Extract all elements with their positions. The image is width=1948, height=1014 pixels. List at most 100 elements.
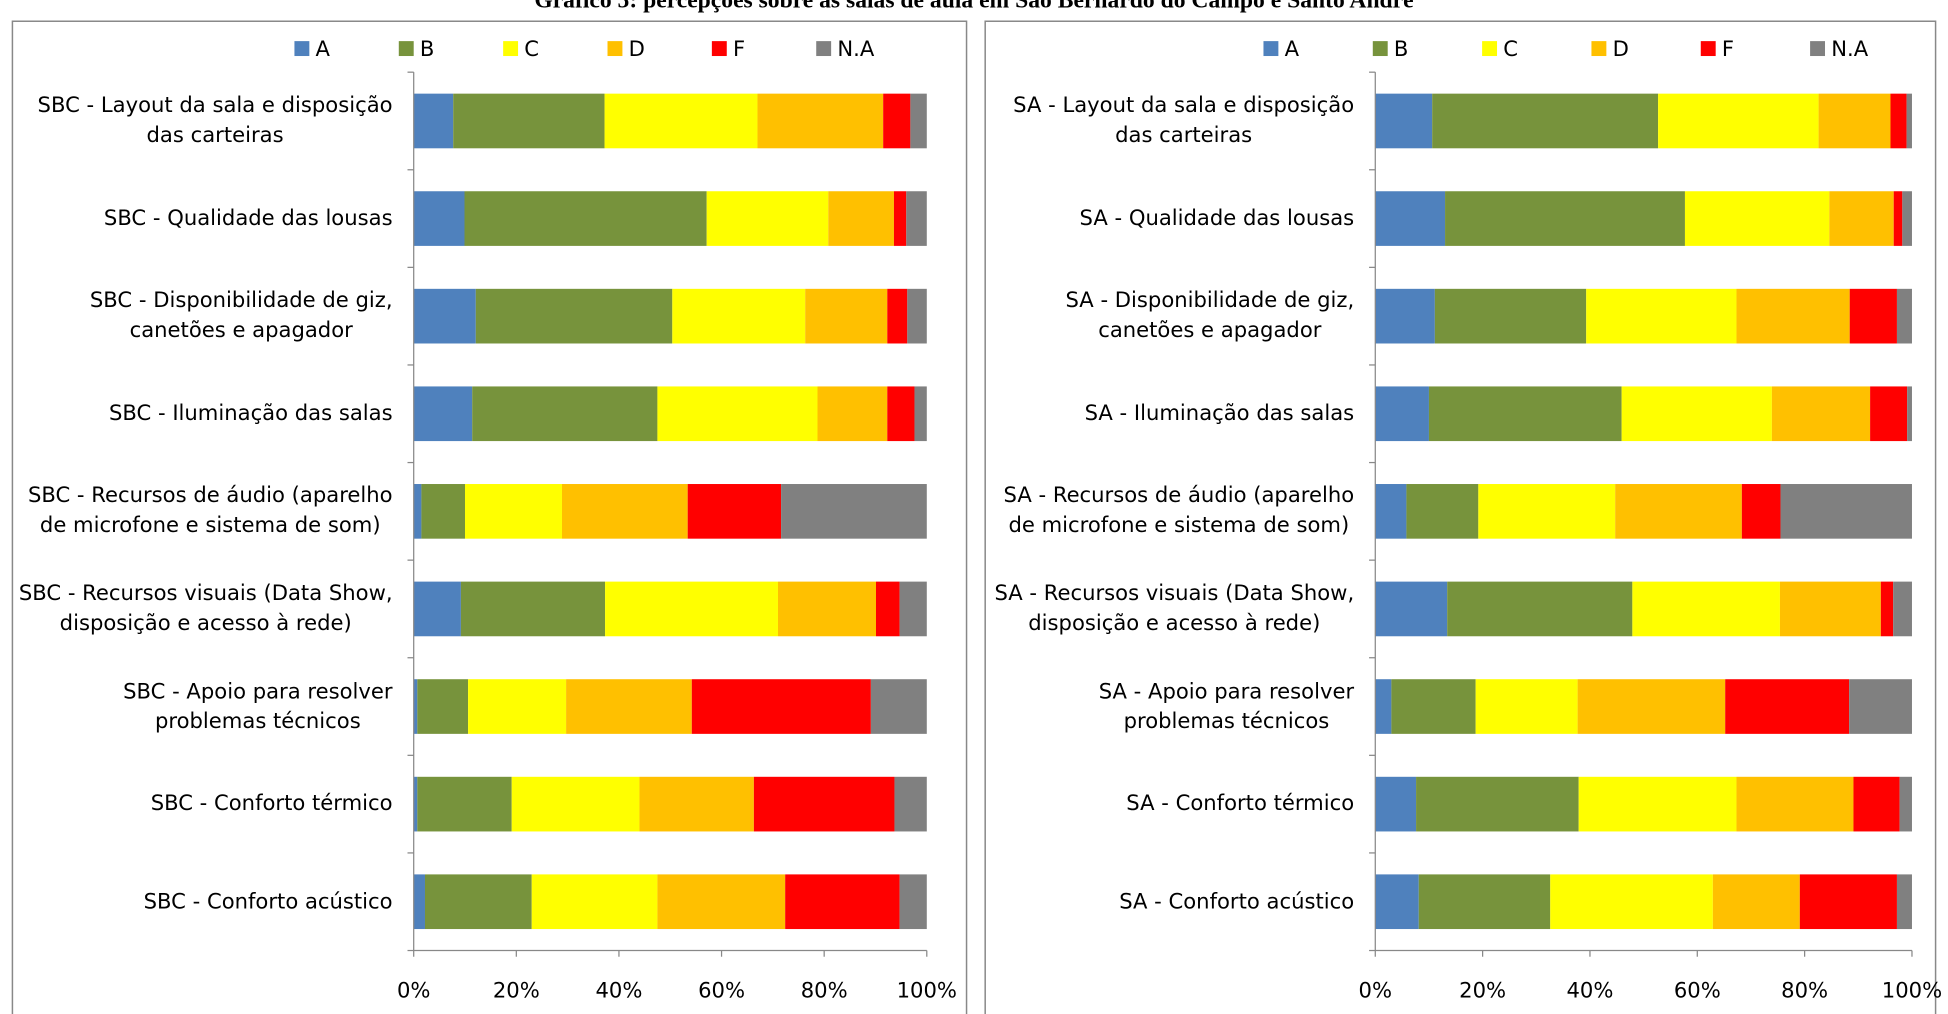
bar-segment: [1375, 386, 1429, 442]
bar-segment: [753, 776, 895, 832]
legend-label: D: [629, 36, 645, 61]
category-label-wrap: SA - Layout da sala e disposição das car…: [988, 72, 1354, 170]
bar-segment: [417, 776, 512, 832]
legend-label: N.A: [1831, 36, 1869, 61]
category-label: SA - Iluminação das salas: [1084, 401, 1355, 427]
category-label-wrap: SBC - Recursos visuais (Data Show, dispo…: [15, 560, 393, 658]
bar-segment: [1725, 679, 1850, 734]
bar-segment: [453, 93, 605, 149]
bar-segment: [1428, 386, 1622, 442]
bar-segment: [1578, 776, 1737, 832]
bar-segment: [883, 93, 911, 149]
bar-segment: [907, 288, 927, 344]
x-tick-label: 20%: [493, 978, 540, 1003]
bar-segment: [906, 191, 927, 246]
x-tick-label: 60%: [698, 978, 745, 1003]
category-label-box: SBC - Apoio para resolver problemas técn…: [123, 679, 393, 734]
bar-segment: [1899, 776, 1912, 832]
bar-segment: [1712, 874, 1800, 930]
bar-segment: [561, 484, 688, 539]
bar-segment: [413, 776, 418, 832]
bar-segment: [421, 484, 466, 539]
legend-swatch: [398, 41, 414, 57]
bar-segment: [413, 679, 418, 734]
category-label: SA - Apoio para resolver problemas técni…: [1098, 679, 1355, 734]
bar-segment: [1907, 386, 1912, 442]
legend-swatch: [711, 41, 727, 57]
category-label-wrap: SBC - Disponibilidade de giz, canetões e…: [15, 267, 393, 365]
bar-segment: [1736, 288, 1850, 344]
bar-segment: [1550, 874, 1713, 930]
category-label: SA - Qualidade das lousas: [1079, 206, 1355, 231]
bar-segment: [413, 386, 473, 442]
legend-swatch: [294, 41, 310, 57]
legend-swatch: [503, 41, 519, 57]
bar-segment: [1375, 581, 1448, 637]
bar-segment: [413, 288, 476, 344]
category-label-wrap: SBC - Iluminação das salas: [15, 365, 393, 463]
bar-segment: [1375, 93, 1433, 149]
category-label-wrap: SA - Apoio para resolver problemas técni…: [988, 658, 1354, 756]
category-label: SBC - Qualidade das lousas: [103, 206, 393, 231]
bar-segment: [1771, 386, 1871, 442]
bar-segment: [424, 874, 532, 930]
figure-title: Gráfico 5: percepções sobre as salas de …: [534, 0, 1413, 14]
bar-segment: [672, 288, 806, 344]
legend-label: D: [1613, 36, 1629, 61]
bar-segment: [899, 874, 927, 930]
category-label-box: SA - Disponibilidade de giz, canetões e …: [1065, 289, 1354, 344]
bar-segment: [817, 386, 888, 442]
bar-segment: [1447, 581, 1633, 637]
bar-segment: [1375, 288, 1435, 344]
bar-segment: [870, 679, 927, 734]
bar-segment: [1896, 874, 1912, 930]
legend-label: A: [316, 36, 331, 61]
bar-segment: [1632, 581, 1780, 637]
legend-label: C: [1503, 36, 1518, 61]
bar-segment: [1475, 679, 1578, 734]
x-tick-label: 40%: [595, 978, 642, 1003]
bar-segment: [1890, 93, 1907, 149]
category-label-box: SBC - Conforto térmico: [15, 755, 393, 853]
category-label-wrap: SA - Qualidade das lousas: [988, 170, 1355, 268]
category-label: SA - Recursos visuais (Data Show, dispos…: [994, 581, 1355, 637]
legend-label: C: [524, 36, 539, 61]
bar-segment: [828, 191, 894, 246]
bar-segment: [1375, 484, 1407, 539]
bar-segment: [475, 288, 673, 344]
bar-segment: [875, 581, 900, 637]
bar-segment: [706, 191, 829, 246]
bar-segment: [511, 776, 640, 832]
bar-segment: [468, 679, 567, 734]
bar-segment: [639, 776, 754, 832]
legend-swatch: [1591, 41, 1607, 57]
x-tick-label: 100%: [1882, 978, 1942, 1003]
category-label-box: SA - Qualidade das lousas: [988, 170, 1355, 268]
bar-segment: [1736, 776, 1854, 832]
panel-border: [984, 20, 1937, 1014]
bar-segment: [413, 191, 465, 246]
bar-segment: [1684, 191, 1830, 246]
bar-segment: [1621, 386, 1772, 442]
bar-segment: [566, 679, 692, 734]
category-label-wrap: SBC - Conforto térmico: [15, 755, 393, 853]
category-label-box: SBC - Disponibilidade de giz, canetões e…: [15, 267, 393, 365]
legend-swatch: [607, 41, 623, 57]
category-label: SBC - Apoio para resolver problemas técn…: [123, 679, 393, 734]
category-label-box: SA - Recursos visuais (Data Show, dispos…: [988, 560, 1354, 658]
bar-segment: [1779, 581, 1881, 637]
bar-segment: [777, 581, 876, 637]
category-label: SBC - Layout da sala e disposição das ca…: [37, 93, 393, 149]
panel-border: [11, 20, 968, 1014]
category-label: SBC - Disponibilidade de giz, canetões e…: [89, 288, 393, 344]
category-label-wrap: SA - Iluminação das salas: [988, 365, 1355, 463]
category-label-wrap: SA - Recursos visuais (Data Show, dispos…: [988, 560, 1354, 658]
category-label: SBC - Recursos de áudio (aparelho de mic…: [27, 483, 393, 539]
category-label: SA - Conforto acústico: [1119, 889, 1355, 915]
category-label-box: SBC - Qualidade das lousas: [103, 206, 393, 231]
bar-segment: [1849, 679, 1912, 734]
legend-label: F: [733, 36, 745, 61]
category-label-box: SBC - Conforto acústico: [144, 889, 393, 914]
